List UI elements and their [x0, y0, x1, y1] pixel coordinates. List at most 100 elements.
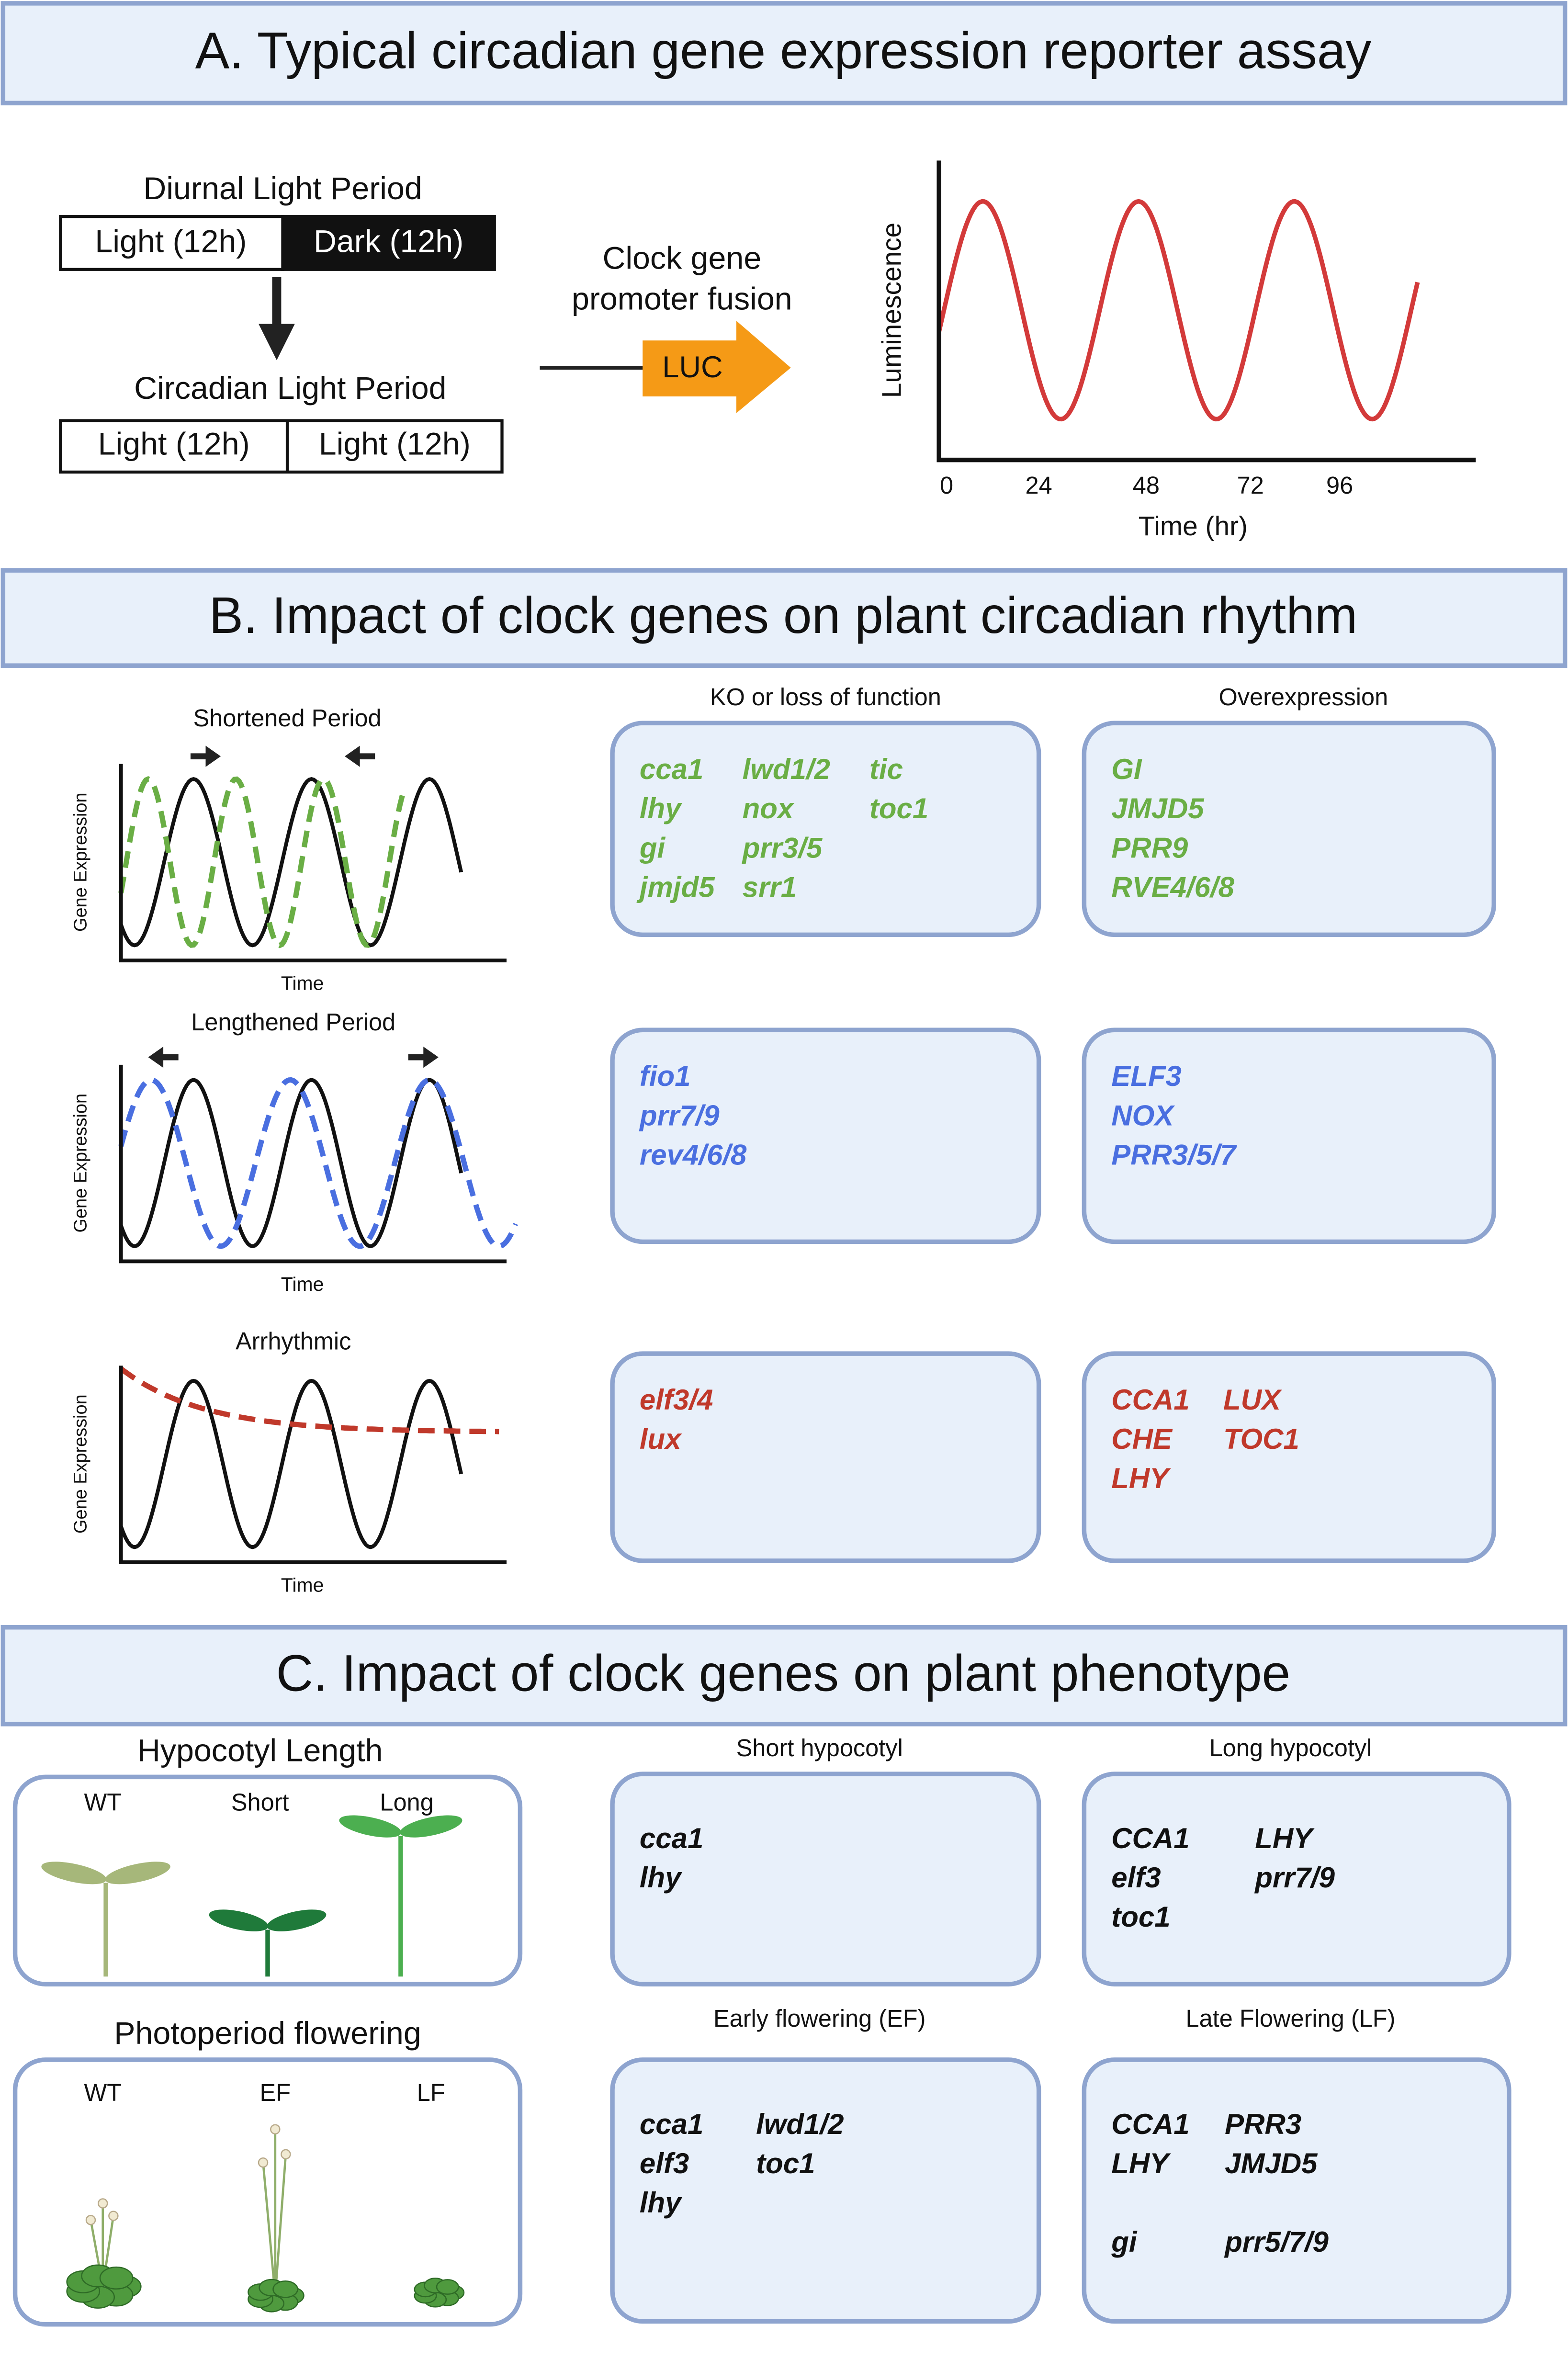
gene-name: CCA1 — [1111, 2108, 1189, 2140]
gene-name: prr7/9 — [639, 1099, 720, 1131]
gene-name: toc1 — [869, 792, 928, 824]
gene-name: PRR9 — [1111, 832, 1188, 864]
panel-title: C. Impact of clock genes on plant phenot… — [276, 1644, 1291, 1702]
gene-name: LHY — [1111, 1462, 1171, 1494]
phenotype-label: LF — [417, 2079, 445, 2106]
dark-label: Dark (12h) — [314, 224, 463, 260]
flower-stem — [274, 2154, 287, 2296]
gene-box — [610, 1027, 1041, 1244]
panel-title: A. Typical circadian gene expression rep… — [195, 22, 1372, 79]
light-block — [59, 419, 504, 474]
gene-name: gi — [639, 832, 666, 864]
mutant-curve — [118, 1077, 519, 1249]
section-title: Photoperiod flowering — [114, 2016, 421, 2051]
gene-name: jmjd5 — [636, 871, 715, 903]
plot-title: Arrhythmic — [236, 1327, 351, 1354]
phenotype-box — [12, 2057, 523, 2327]
box-header: Early flowering (EF) — [713, 2005, 926, 2032]
light-label: Light (12h) — [319, 427, 471, 462]
gene-name: elf3 — [1111, 1862, 1161, 1894]
gene-name: elf3/4 — [640, 1384, 713, 1416]
fusion-label: Clock gene — [602, 240, 761, 276]
gene-name: RVE4/6/8 — [1111, 871, 1234, 903]
gene-name: LHY — [1111, 2147, 1171, 2179]
gene-name: prr7/9 — [1254, 1862, 1335, 1894]
gene-name: TOC1 — [1223, 1423, 1299, 1455]
gene-name: gi — [1111, 2226, 1138, 2258]
y-axis-label: Gene Expression — [71, 792, 91, 932]
light-block — [59, 215, 284, 271]
plot-title: Lengthened Period — [191, 1008, 395, 1036]
seedling-leaf — [339, 1815, 402, 1838]
gene-name: rev4/6/8 — [640, 1139, 747, 1171]
gene-name: cca1 — [640, 1822, 703, 1854]
panel-header — [0, 1625, 1568, 1727]
circadian-label: Circadian Light Period — [134, 371, 446, 406]
gene-name: prr5/7/9 — [1224, 2226, 1329, 2258]
gene-name: lhy — [640, 1862, 682, 1894]
seedling-leaf — [105, 1862, 170, 1885]
rosette-leaf — [436, 2279, 459, 2295]
light-label: Light (12h) — [98, 427, 250, 462]
y-axis-label: Gene Expression — [71, 1394, 91, 1534]
gene-box — [610, 721, 1041, 937]
black-curve — [119, 1078, 463, 1248]
section-title: Hypocotyl Length — [137, 1733, 383, 1768]
luminescence-curve — [936, 199, 1420, 422]
gene-box — [1082, 1351, 1496, 1563]
rosette-leaf — [99, 2266, 134, 2290]
phenotype-label: Long — [380, 1789, 433, 1816]
seedling-leaf — [209, 1909, 269, 1931]
gene-name: lux — [640, 1423, 682, 1455]
flower — [270, 2124, 281, 2135]
gene-name: fio1 — [640, 1060, 691, 1092]
gene-name: JMJD5 — [1111, 792, 1205, 824]
box-header: Long hypocotyl — [1209, 1734, 1372, 1761]
light-label: Light (12h) — [95, 224, 247, 260]
x-tick-label: 96 — [1326, 472, 1353, 499]
gene-name: CCA1 — [1111, 1384, 1189, 1416]
flower — [98, 2198, 108, 2209]
gene-box — [1082, 1027, 1496, 1244]
x-axis-label: Time — [281, 1574, 324, 1596]
gene-name: LHY — [1255, 1822, 1315, 1854]
gene-name: lhy — [640, 2187, 682, 2219]
gene-box — [610, 1351, 1041, 1563]
gene-name: cca1 — [640, 2108, 703, 2140]
y-axis-label: Luminescence — [877, 223, 907, 398]
gene-name: tic — [869, 753, 903, 785]
gene-name: prr3/5 — [742, 832, 823, 864]
flower — [85, 2215, 96, 2225]
column-header: KO or loss of function — [710, 683, 941, 711]
box-header: Short hypocotyl — [736, 1734, 903, 1761]
gene-box — [610, 1772, 1041, 1986]
rosette-leaf — [272, 2280, 298, 2298]
shift-arrow — [148, 1047, 179, 1068]
gene-name: NOX — [1111, 1099, 1175, 1131]
seedling-leaf — [41, 1862, 107, 1885]
gene-name: cca1 — [640, 753, 703, 785]
flower — [281, 2149, 291, 2160]
seedling-leaf — [267, 1909, 327, 1931]
fusion-label: promoter fusion — [572, 282, 792, 317]
panel-header — [0, 568, 1568, 668]
gene-box — [1082, 721, 1496, 937]
phenotype-label: Short — [231, 1789, 289, 1816]
plot-axes — [936, 160, 1476, 463]
arrow-head — [259, 324, 295, 361]
plot-title: Shortened Period — [193, 704, 381, 732]
flower — [108, 2211, 119, 2221]
gene-name: lwd1/2 — [756, 2108, 844, 2140]
gene-name: lhy — [640, 792, 682, 824]
shift-arrow — [408, 1047, 439, 1068]
flower-stem — [262, 2162, 277, 2296]
x-axis-label: Time (hr) — [1139, 511, 1248, 542]
gene-name: srr1 — [743, 871, 797, 903]
phenotype-label: WT — [84, 2079, 122, 2106]
mutant-curve — [118, 776, 407, 948]
gene-name: PRR3 — [1225, 2108, 1301, 2140]
gene-name: LUX — [1223, 1384, 1283, 1416]
luc-label: LUC — [662, 350, 722, 384]
